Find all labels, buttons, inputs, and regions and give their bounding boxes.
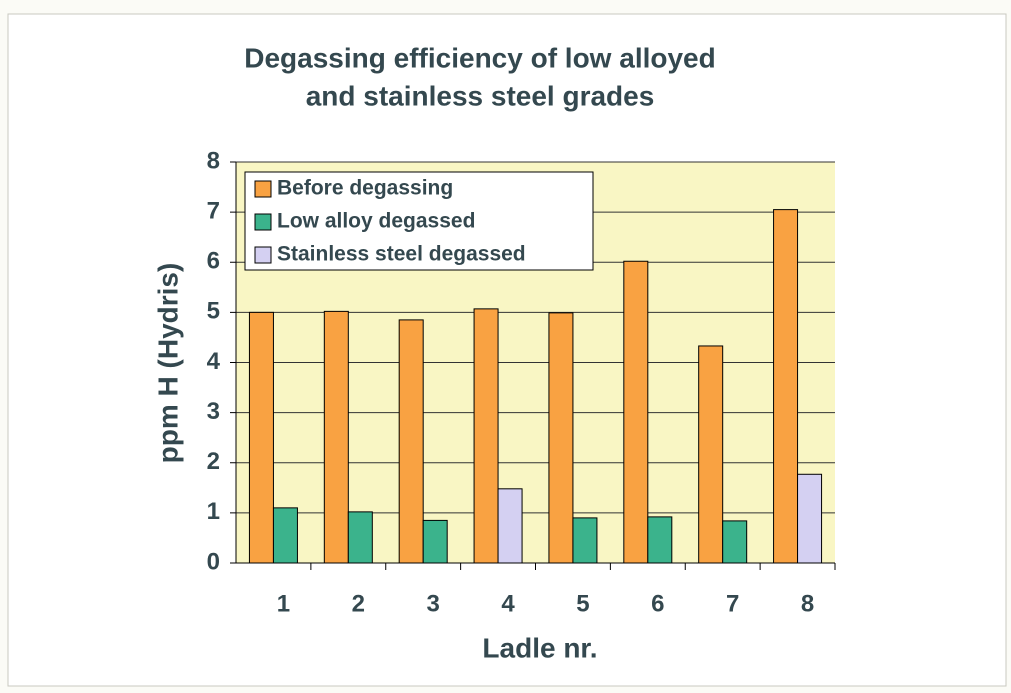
- bar: [248, 311, 274, 564]
- bar: [773, 209, 799, 564]
- chart-title: Degassing efficiency of low alloyed: [244, 42, 715, 73]
- bar: [548, 312, 574, 564]
- bar: [272, 507, 298, 564]
- bar: [797, 473, 823, 564]
- y-tick-label: 8: [207, 147, 220, 174]
- bar: [422, 519, 448, 564]
- y-tick-label: 6: [207, 248, 220, 275]
- legend-label: Low alloy degassed: [277, 210, 475, 233]
- legend-label: Stainless steel degassed: [277, 243, 526, 266]
- legend-swatch: [254, 246, 272, 264]
- y-tick-label: 7: [207, 197, 220, 224]
- x-tick-label: 8: [801, 590, 814, 617]
- legend-swatch: [254, 180, 272, 198]
- x-tick-label: 5: [576, 590, 589, 617]
- y-axis-label: ppm H (Hydris): [152, 263, 183, 464]
- bar: [497, 488, 523, 564]
- bar: [347, 511, 373, 564]
- legend-swatch: [254, 213, 272, 231]
- bar: [572, 517, 598, 564]
- bar: [323, 310, 349, 564]
- x-tick-label: 1: [277, 590, 290, 617]
- legend-label: Before degassing: [277, 177, 453, 200]
- bar: [722, 520, 748, 564]
- x-axis-label: Ladle nr.: [482, 632, 597, 663]
- x-tick-label: 2: [352, 590, 365, 617]
- y-tick-label: 3: [207, 398, 220, 425]
- bar: [698, 345, 724, 564]
- legend-box: [244, 171, 594, 271]
- chart-title: and stainless steel grades: [306, 80, 655, 111]
- y-tick-label: 5: [207, 298, 220, 325]
- bar: [473, 308, 499, 564]
- y-tick-label: 1: [207, 498, 220, 525]
- bar: [398, 319, 424, 564]
- x-tick-label: 7: [726, 590, 739, 617]
- y-tick-label: 0: [207, 548, 220, 575]
- x-tick-label: 4: [501, 590, 515, 617]
- y-tick-label: 2: [207, 448, 220, 475]
- y-tick-label: 4: [207, 348, 221, 375]
- x-tick-label: 6: [651, 590, 664, 617]
- x-tick-label: 3: [427, 590, 440, 617]
- bar: [647, 516, 673, 564]
- bar: [623, 260, 649, 564]
